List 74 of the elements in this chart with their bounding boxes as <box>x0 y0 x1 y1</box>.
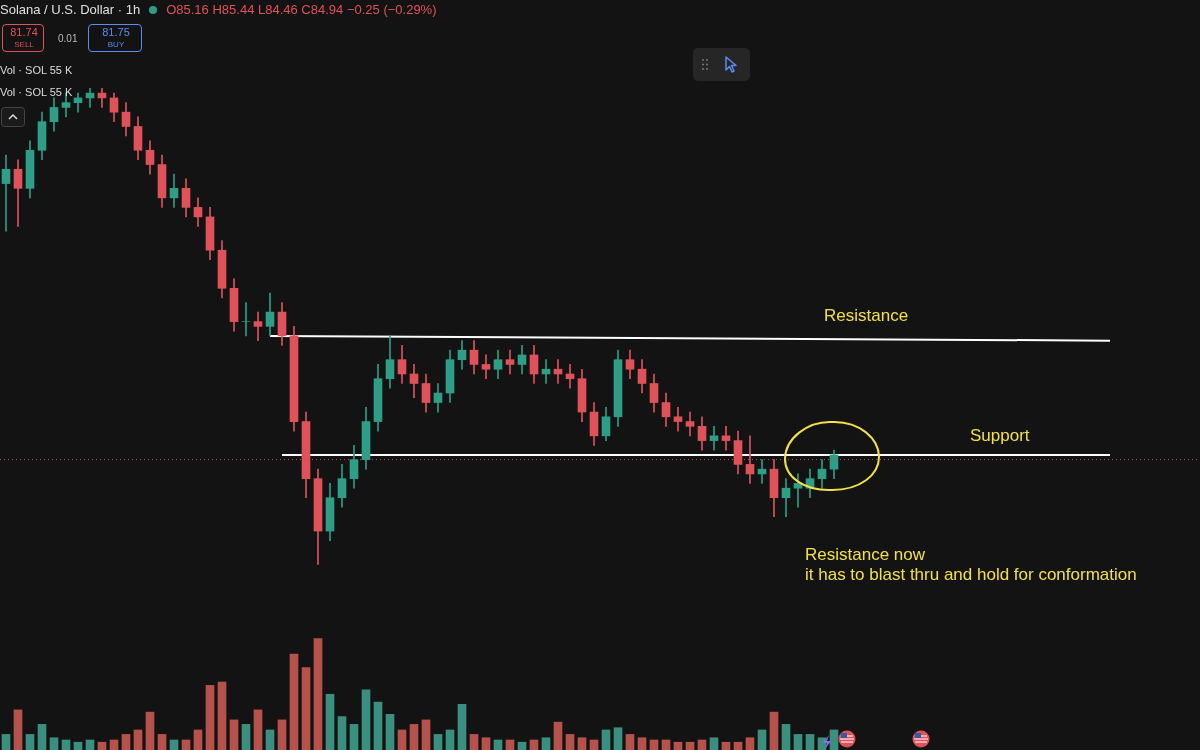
bar <box>517 741 527 750</box>
bar <box>337 716 347 750</box>
bar <box>421 719 431 750</box>
candlestick <box>1 154 11 232</box>
bar <box>157 734 167 750</box>
bar <box>277 719 287 750</box>
bar <box>637 737 647 750</box>
bar <box>325 693 335 750</box>
bar <box>709 737 719 750</box>
text: 81.74 <box>9 26 39 38</box>
bar <box>721 741 731 750</box>
text: BUY <box>106 40 126 49</box>
bar <box>289 653 299 750</box>
bar <box>37 724 47 750</box>
bar <box>757 729 767 750</box>
bar <box>1 734 11 750</box>
bar <box>409 724 419 750</box>
bar <box>205 685 215 750</box>
bar <box>73 741 83 750</box>
bar <box>253 709 263 750</box>
bar <box>685 741 695 750</box>
bar <box>433 734 443 750</box>
bar <box>265 729 275 750</box>
bar <box>121 734 131 750</box>
bar <box>313 638 323 750</box>
text: SELL <box>13 40 35 49</box>
bar <box>25 734 35 750</box>
candlestick <box>745 435 755 484</box>
bar <box>457 703 467 750</box>
bar <box>445 729 455 750</box>
annotation: Vol · SOL 55 K <box>0 86 73 98</box>
bar <box>97 741 107 750</box>
chart-subtitle: O85.16 H85.44 L84.46 C84.94 −0.25 (−0.29%) <box>166 2 437 17</box>
bar <box>397 729 407 750</box>
annotation: Support <box>970 426 1030 446</box>
bar <box>625 734 635 750</box>
bar <box>193 729 203 750</box>
bar <box>577 737 587 750</box>
text: 81.75 <box>101 26 131 38</box>
candlestick <box>241 302 251 337</box>
bar <box>793 734 803 750</box>
bar <box>373 701 383 750</box>
bar <box>49 737 59 750</box>
chart-title: Solana / U.S. Dollar · 1h <box>0 2 141 17</box>
bar <box>769 711 779 750</box>
bar <box>613 727 623 750</box>
bar <box>133 729 143 750</box>
bar <box>553 721 563 750</box>
bar <box>733 741 743 750</box>
bar <box>385 714 395 750</box>
bar <box>301 667 311 750</box>
bar <box>541 737 551 750</box>
annotation: Resistance now it has to blast thru and hold for conformation <box>805 545 1137 585</box>
text: 0.01 <box>58 33 78 44</box>
bar <box>361 689 371 750</box>
bar <box>229 719 239 750</box>
candlestick <box>781 478 791 518</box>
text: Vol · SOL 55 K <box>0 64 73 76</box>
candlestick <box>253 311 263 341</box>
bar <box>481 737 491 750</box>
bar <box>673 741 683 750</box>
candlestick <box>793 473 803 508</box>
bar <box>781 724 791 750</box>
annotation: Resistance <box>824 306 909 326</box>
bar <box>349 724 359 750</box>
bar <box>469 734 479 750</box>
bar <box>745 737 755 750</box>
bar <box>13 709 23 750</box>
bar <box>565 734 575 750</box>
bar <box>217 681 227 750</box>
bar <box>805 734 815 750</box>
bar <box>145 711 155 750</box>
bar <box>241 724 251 750</box>
bar <box>601 729 611 750</box>
